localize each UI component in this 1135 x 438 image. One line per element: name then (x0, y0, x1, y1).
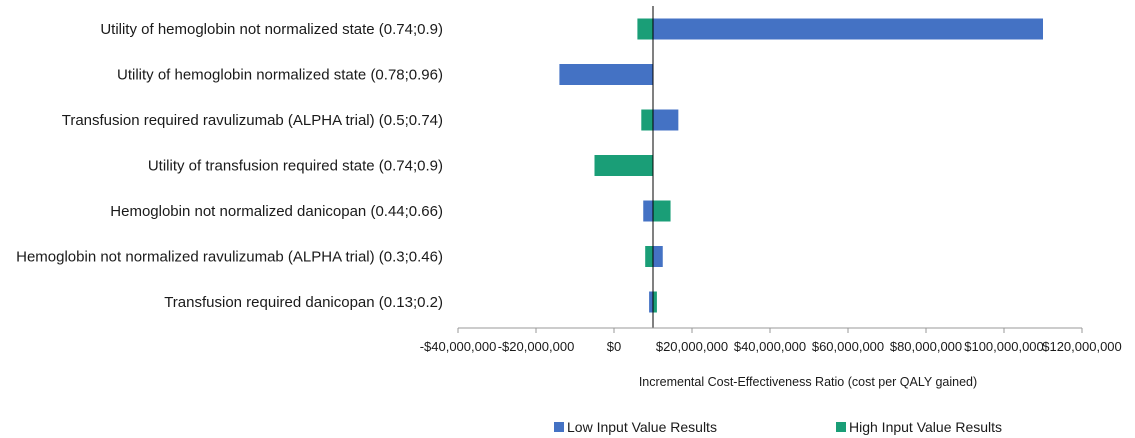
high-input-bar (645, 246, 653, 267)
high-input-bar (641, 109, 653, 131)
x-tick-label: $60,000,000 (812, 339, 884, 354)
legend: Low Input Value Results High Input Value … (554, 419, 1002, 435)
category-label: Transfusion required ravulizumab (ALPHA … (62, 112, 443, 129)
x-tick-label: $40,000,000 (734, 339, 806, 354)
x-tick-label: -$40,000,000 (420, 339, 497, 354)
x-tick-label: $0 (607, 339, 621, 354)
category-label: Utility of transfusion required state (0… (148, 158, 443, 175)
high-input-bar (637, 18, 653, 40)
x-tick-label: -$20,000,000 (498, 339, 575, 354)
x-tick-label: $100,000,000 (964, 339, 1044, 354)
category-label: Utility of hemoglobin not normalized sta… (100, 21, 443, 38)
category-label: Transfusion required danicopan (0.13;0.2… (164, 294, 443, 311)
category-labels: Utility of hemoglobin not normalized sta… (16, 21, 443, 311)
legend-label-high: High Input Value Results (849, 419, 1002, 435)
category-label: Utility of hemoglobin normalized state (… (117, 67, 443, 84)
legend-label-low: Low Input Value Results (567, 419, 717, 435)
legend-swatch-low (554, 422, 564, 432)
high-input-bar (653, 291, 657, 313)
x-tick-label: $120,000,000 (1042, 339, 1122, 354)
bars-layer (559, 18, 1043, 313)
low-input-bar (649, 291, 653, 313)
x-tick-label: $20,000,000 (656, 339, 728, 354)
low-input-bar (653, 246, 663, 267)
x-tick-label: $80,000,000 (890, 339, 962, 354)
low-input-bar (643, 200, 653, 222)
low-input-bar (653, 18, 1043, 40)
high-input-bar (594, 155, 653, 176)
low-input-bar (653, 109, 679, 131)
category-label: Hemoglobin not normalized ravulizumab (A… (16, 249, 443, 266)
x-axis-ticks: -$40,000,000 -$20,000,000 $0 $20,000,000 $40… (420, 328, 1122, 354)
legend-swatch-high (836, 422, 846, 432)
x-axis-title: Incremental Cost-Effectiveness Ratio (co… (639, 375, 977, 389)
high-input-bar (653, 200, 671, 222)
category-label: Hemoglobin not normalized danicopan (0.4… (110, 203, 443, 220)
low-input-bar (559, 64, 653, 85)
